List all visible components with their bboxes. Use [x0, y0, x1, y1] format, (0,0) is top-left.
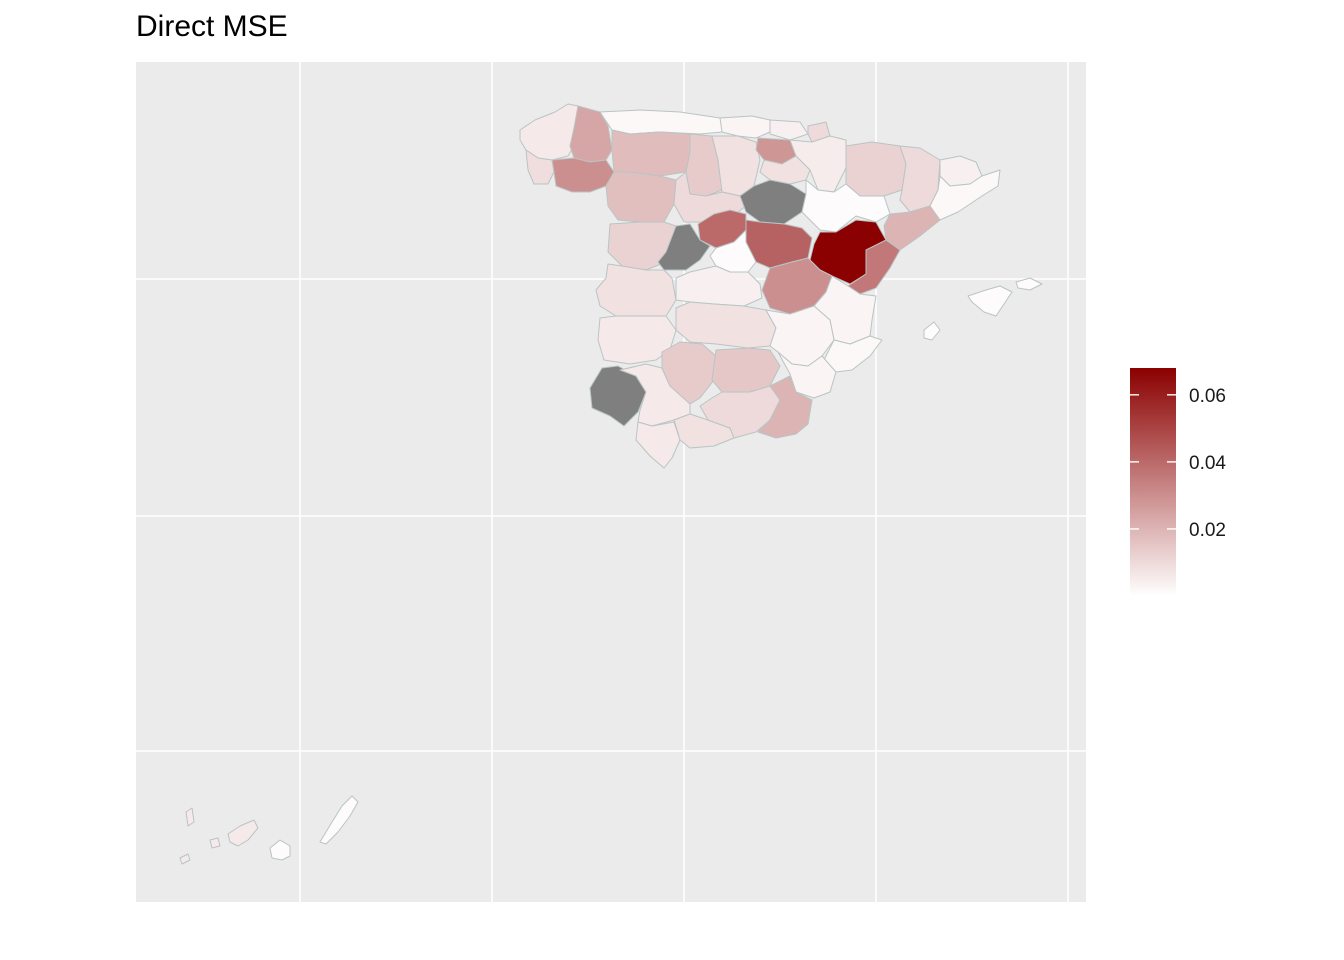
province-vizcaya[interactable]: Vizcaya: [769, 119, 809, 141]
province-huesca[interactable]: Huesca: [845, 141, 907, 197]
legend-tick-label: 0.04: [1189, 453, 1226, 474]
province-cantabria[interactable]: Cantabria: [719, 115, 771, 139]
grid-lines: [136, 62, 1086, 902]
province-cordoba[interactable]: Córdoba: [661, 341, 717, 405]
province-cadiz[interactable]: Cádiz: [635, 421, 681, 469]
province-tenerife[interactable]: Tenerife: [179, 807, 259, 865]
legend: 0.02 0.04 0.06: [1130, 368, 1226, 596]
province-leon[interactable]: León: [611, 129, 691, 177]
province-almeria[interactable]: Almería: [757, 375, 813, 439]
province-pontevedra[interactable]: Pontevedra: [525, 149, 555, 185]
province-toledo[interactable]: Toledo: [675, 265, 763, 307]
province-tarragona[interactable]: Tarragona: [883, 205, 941, 251]
legend-colorbar: [1130, 368, 1176, 596]
province-baleares[interactable]: Baleares: [923, 277, 1043, 341]
province-ciudad-real[interactable]: Ciudad Real: [675, 301, 777, 349]
province-castellon[interactable]: Castellón: [847, 239, 901, 295]
province-zaragoza[interactable]: Zaragoza: [801, 179, 891, 233]
province-jaen[interactable]: Jaén: [711, 347, 781, 393]
province-barcelona[interactable]: Barcelona: [929, 169, 1001, 221]
province-avila[interactable]: Ávila: [657, 223, 711, 271]
legend-tick-label: 0.02: [1189, 520, 1226, 541]
province-madrid[interactable]: Madrid: [709, 229, 757, 273]
province-caceres[interactable]: Cáceres: [595, 263, 677, 317]
province-zamora[interactable]: Zamora: [605, 171, 677, 223]
legend-tick-label: 0.06: [1189, 386, 1226, 407]
province-granada[interactable]: Granada: [699, 385, 781, 439]
province-ourense[interactable]: Ourense: [551, 157, 615, 193]
province-las-palmas[interactable]: Las Palmas: [269, 795, 359, 861]
map-title: Direct MSE: [136, 10, 288, 43]
